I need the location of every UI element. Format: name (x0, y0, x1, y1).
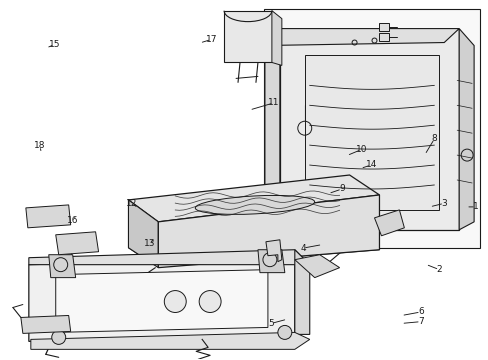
Text: 13: 13 (143, 239, 155, 248)
Polygon shape (279, 28, 458, 230)
Polygon shape (271, 11, 281, 66)
Text: 2: 2 (436, 265, 441, 274)
Polygon shape (26, 205, 71, 228)
Text: 12: 12 (125, 199, 137, 208)
Polygon shape (379, 23, 388, 31)
Circle shape (54, 258, 67, 272)
Polygon shape (224, 11, 271, 62)
Text: 9: 9 (338, 184, 344, 193)
Circle shape (263, 253, 276, 267)
Text: 16: 16 (67, 216, 79, 225)
Polygon shape (31, 332, 309, 349)
Polygon shape (128, 175, 379, 222)
Text: 6: 6 (417, 307, 423, 316)
Polygon shape (264, 28, 458, 45)
Text: 15: 15 (49, 40, 60, 49)
Polygon shape (49, 255, 76, 278)
Polygon shape (158, 195, 379, 268)
Polygon shape (304, 55, 438, 210)
Polygon shape (29, 250, 309, 265)
Polygon shape (265, 240, 281, 262)
Text: 1: 1 (472, 202, 478, 211)
Polygon shape (128, 200, 158, 268)
Polygon shape (21, 315, 71, 333)
Polygon shape (374, 210, 404, 236)
Text: 4: 4 (300, 244, 305, 253)
Circle shape (52, 330, 65, 345)
Circle shape (199, 291, 221, 312)
Circle shape (277, 325, 291, 339)
Polygon shape (458, 28, 473, 230)
Polygon shape (294, 250, 309, 334)
Text: 17: 17 (205, 35, 217, 44)
Text: 5: 5 (268, 319, 274, 328)
Circle shape (164, 291, 186, 312)
Polygon shape (264, 28, 279, 240)
Polygon shape (29, 258, 294, 341)
Polygon shape (264, 9, 479, 248)
Polygon shape (128, 232, 379, 268)
Text: 8: 8 (431, 134, 436, 143)
Text: 14: 14 (365, 161, 376, 170)
Text: 11: 11 (267, 98, 279, 107)
Polygon shape (56, 232, 99, 255)
Text: 18: 18 (34, 141, 45, 150)
Ellipse shape (195, 195, 314, 215)
Polygon shape (258, 250, 285, 273)
Polygon shape (294, 255, 339, 278)
Text: 3: 3 (441, 199, 446, 208)
Polygon shape (379, 32, 388, 41)
Polygon shape (56, 270, 267, 332)
Text: 10: 10 (355, 145, 366, 154)
Text: 7: 7 (417, 317, 423, 326)
